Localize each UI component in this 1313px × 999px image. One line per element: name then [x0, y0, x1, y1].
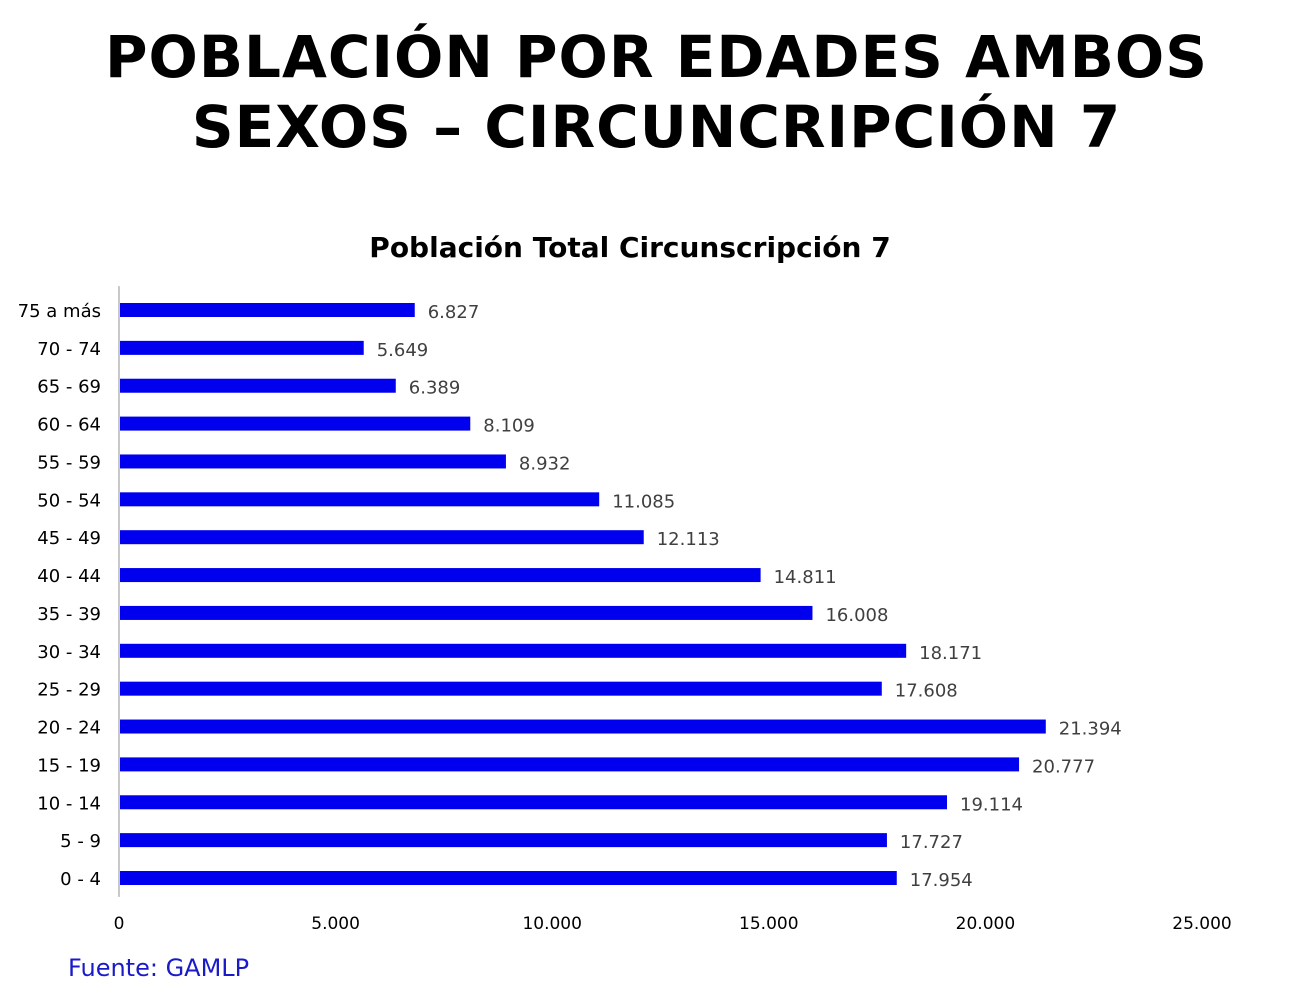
- category-label: 45 - 49: [37, 528, 101, 549]
- category-label: 25 - 29: [37, 680, 101, 701]
- x-tick-label: 15.000: [739, 914, 798, 934]
- page-title-line2: SEXOS – CIRCUNCRIPCIÓN 7: [191, 93, 1122, 161]
- x-tick-label: 0: [114, 914, 125, 934]
- bar: [120, 378, 396, 393]
- category-label: 60 - 64: [37, 415, 101, 436]
- data-label: 17.608: [895, 681, 958, 702]
- category-label: 75 a más: [18, 301, 101, 322]
- chart-title: Población Total Circunscripción 7: [369, 231, 891, 264]
- data-label: 5.649: [377, 340, 429, 361]
- data-label: 18.171: [919, 643, 982, 664]
- bar: [120, 568, 761, 583]
- category-label: 5 - 9: [60, 831, 101, 852]
- category-label: 30 - 34: [37, 642, 101, 663]
- bar: [120, 643, 907, 658]
- source-note: Fuente: GAMLP: [68, 954, 250, 982]
- bar: [120, 871, 897, 885]
- data-label: 8.932: [519, 453, 571, 474]
- data-label: 8.109: [483, 416, 535, 437]
- data-label: 11.085: [612, 491, 675, 512]
- bar: [120, 454, 506, 469]
- category-label: 15 - 19: [37, 755, 101, 776]
- category-label: 65 - 69: [37, 377, 101, 398]
- category-label: 70 - 74: [37, 339, 101, 360]
- bar: [120, 340, 364, 355]
- bar: [120, 605, 813, 620]
- data-label: 19.114: [960, 794, 1023, 815]
- data-label: 6.827: [428, 302, 480, 323]
- page-title-line1: POBLACIÓN POR EDADES AMBOS: [105, 23, 1208, 91]
- bar: [120, 681, 882, 696]
- bar: [120, 530, 644, 545]
- bar: [120, 492, 600, 507]
- category-label: 10 - 14: [37, 793, 101, 814]
- data-label: 17.954: [910, 870, 973, 891]
- bar: [120, 833, 887, 848]
- category-label: 35 - 39: [37, 604, 101, 625]
- category-label: 20 - 24: [37, 718, 101, 739]
- category-label: 55 - 59: [37, 452, 101, 473]
- category-label: 0 - 4: [60, 869, 101, 890]
- bar: [120, 719, 1046, 734]
- x-tick-label: 5.000: [311, 914, 360, 934]
- page-title: POBLACIÓN POR EDADES AMBOS SEXOS – CIRCU…: [0, 22, 1313, 162]
- data-label: 12.113: [657, 529, 720, 550]
- x-tick-label: 25.000: [1172, 914, 1231, 934]
- bar: [120, 416, 471, 431]
- data-label: 20.777: [1032, 756, 1095, 777]
- category-label: 40 - 44: [37, 566, 101, 587]
- bar: [120, 757, 1020, 772]
- category-label: 50 - 54: [37, 490, 101, 511]
- bar: [120, 303, 415, 317]
- x-tick-label: 20.000: [956, 914, 1015, 934]
- x-tick-label: 10.000: [522, 914, 581, 934]
- data-label: 21.394: [1059, 719, 1122, 740]
- data-label: 6.389: [409, 378, 461, 399]
- data-label: 17.727: [900, 832, 963, 853]
- data-label: 14.811: [774, 567, 837, 588]
- data-label: 16.008: [825, 605, 888, 626]
- bar: [120, 795, 948, 810]
